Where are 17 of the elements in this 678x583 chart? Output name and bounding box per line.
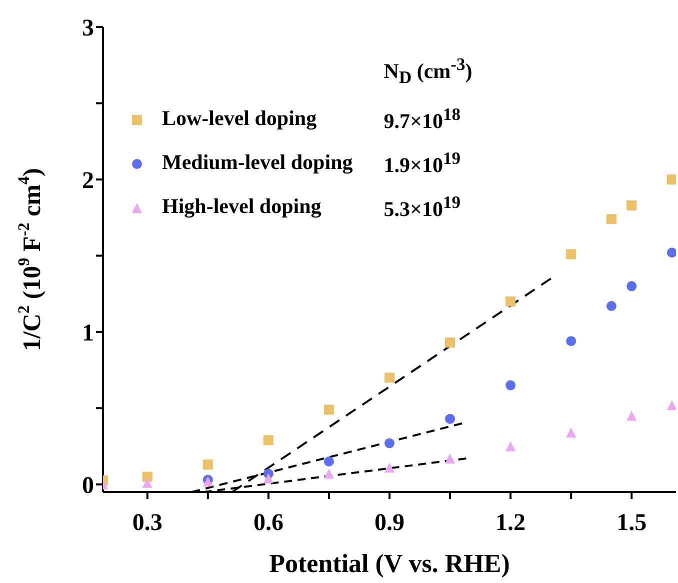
y-tick-label: 1 bbox=[82, 320, 94, 346]
x-tick-label: 0.3 bbox=[132, 510, 162, 536]
annotation: 5.3×10$^{19}$ bbox=[384, 192, 460, 222]
legend-label: Medium-level doping bbox=[161, 148, 354, 176]
x-tick-label: 0.9 bbox=[374, 510, 404, 536]
annotation: 9.7×10$^{18}$ bbox=[384, 104, 460, 134]
legend-label: High-level doping bbox=[161, 192, 322, 220]
legend-title: N$_{D}$ (cm$^{-3}$) bbox=[384, 54, 472, 88]
y-tick-label: 0 bbox=[82, 472, 94, 499]
x-tick-label: 1.5 bbox=[616, 510, 647, 536]
annotation: 1.9×10$^{19}$ bbox=[384, 148, 460, 178]
x-tick-label: 1.2 bbox=[496, 510, 526, 536]
y-tick-label: 3 bbox=[82, 16, 94, 42]
x-tick-label: 0.6 bbox=[253, 510, 284, 536]
legend-label: Low-level doping bbox=[161, 104, 318, 132]
y-tick-label: 2 bbox=[82, 168, 94, 194]
x-axis-title: Potential (V vs. RHE) bbox=[269, 549, 510, 578]
